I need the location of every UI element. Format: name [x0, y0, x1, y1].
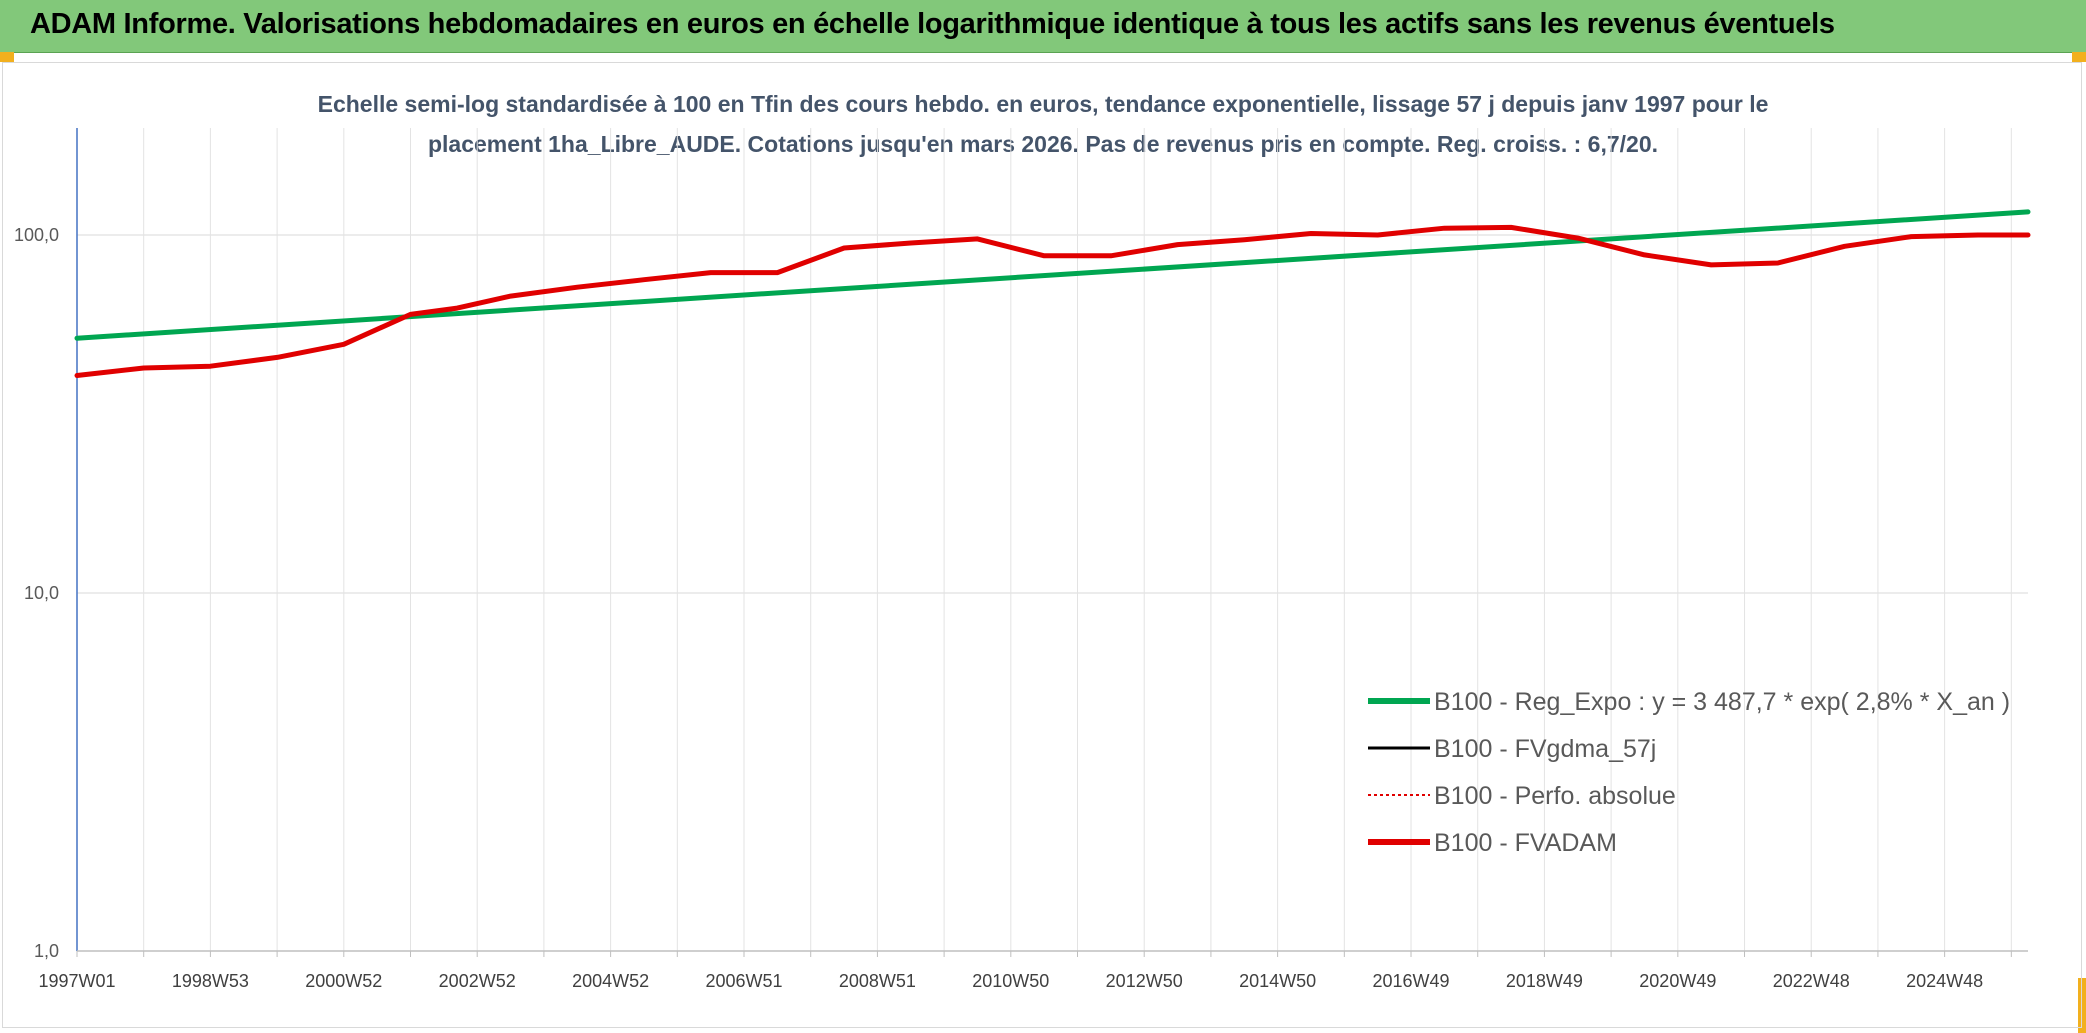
x-tick-label: 2016W49	[1372, 971, 1449, 991]
x-tick-label: 1998W53	[172, 971, 249, 991]
y-tick-label: 1,0	[34, 941, 59, 961]
axes: 1,0 10,0 100,0 1997W01 1998W53 2000W52 2002W52…	[14, 128, 2028, 991]
grid	[76, 128, 2028, 952]
legend-label: B100 - Reg_Expo : y = 3 487,7 * exp( 2,8…	[1434, 688, 2010, 716]
x-tick-label: 2014W50	[1239, 971, 1316, 991]
series-line-0	[74, 209, 2031, 341]
x-tick-label: 2010W50	[972, 971, 1049, 991]
subtitle-line-2: placement 1ha_Libre_AUDE. Cotations jusq…	[428, 131, 1658, 157]
x-tick-label: 1997W01	[38, 971, 115, 991]
x-tick-label: 2024W48	[1906, 971, 1983, 991]
subtitle-line-1: Echelle semi-log standardisée à 100 en T…	[318, 91, 1769, 117]
series	[74, 209, 2031, 378]
x-tick-label: 2000W52	[305, 971, 382, 991]
x-tick-label: 2004W52	[572, 971, 649, 991]
legend-label: B100 - FVADAM	[1434, 829, 1617, 857]
x-tick-label: 2006W51	[705, 971, 782, 991]
legend-label: B100 - FVgdma_57j	[1434, 735, 1656, 763]
corner-accent-top-left	[0, 52, 14, 62]
series-line-3	[74, 224, 2031, 378]
chart-subtitle: Echelle semi-log standardisée à 100 en T…	[318, 91, 1769, 157]
x-tick-label: 2002W52	[439, 971, 516, 991]
legend-label: B100 - Perfo. absolue	[1434, 782, 1676, 810]
x-tick-label: 2008W51	[839, 971, 916, 991]
corner-accent-bottom-right	[2078, 978, 2086, 1033]
y-tick-label: 10,0	[24, 583, 59, 603]
x-tick-label: 2020W49	[1639, 971, 1716, 991]
page-title: ADAM Informe. Valorisations hebdomadaire…	[30, 8, 1835, 40]
y-tick-label: 100,0	[14, 225, 59, 245]
legend: B100 - Reg_Expo : y = 3 487,7 * exp( 2,8…	[1368, 688, 2010, 857]
corner-accent-top-right	[2072, 52, 2086, 62]
chart-frame	[2, 62, 2082, 1028]
x-tick-label: 2018W49	[1506, 971, 1583, 991]
x-tick-label: 2012W50	[1106, 971, 1183, 991]
x-tick-label: 2022W48	[1773, 971, 1850, 991]
header-bar: ADAM Informe. Valorisations hebdomadaire…	[0, 0, 2086, 53]
